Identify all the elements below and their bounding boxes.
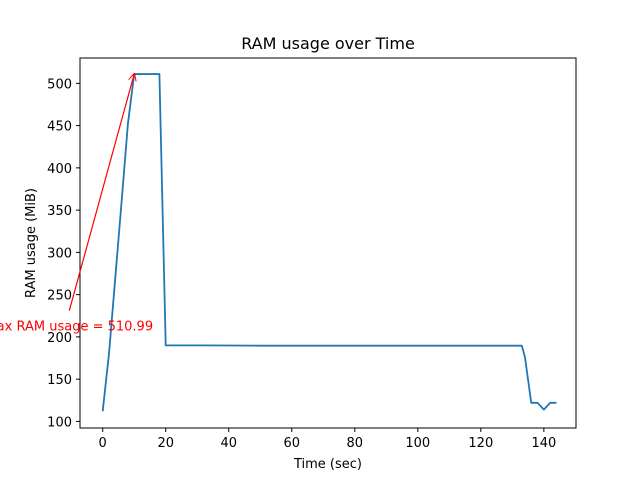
y-tick-label: 450: [47, 120, 72, 135]
x-tick-label: 100: [405, 436, 430, 451]
y-tick-label: 350: [47, 204, 72, 219]
annotations: Max RAM usage = 510.99: [0, 74, 153, 335]
x-tick-label: 80: [347, 436, 364, 451]
x-axis-label: Time (sec): [293, 457, 362, 472]
x-tick-label: 140: [531, 436, 556, 451]
y-tick-label: 150: [47, 373, 72, 388]
x-tick-label: 120: [468, 436, 493, 451]
y-tick-label: 100: [47, 415, 72, 430]
plot-frame: [79, 57, 577, 429]
x-tick-label: 0: [99, 436, 107, 451]
y-tick-label: 500: [47, 77, 72, 92]
x-tick-label: 60: [283, 436, 300, 451]
annotation-text: Max RAM usage = 510.99: [0, 320, 153, 335]
x-tick-label: 20: [157, 436, 174, 451]
y-tick-label: 250: [47, 289, 72, 304]
y-axis-label: RAM usage (MiB): [24, 188, 39, 298]
x-tick-label: 40: [220, 436, 237, 451]
y-tick-label: 300: [47, 246, 72, 261]
y-tick-label: 400: [47, 162, 72, 177]
plot-area: [101, 73, 557, 412]
chart-title: RAM usage over Time: [241, 34, 415, 53]
series-line: [101, 73, 557, 412]
axes: 0 20 40 60 80 100 120 140 100 150 200 250 300 350 400 4…: [47, 77, 556, 451]
annotation-arrow: [68, 74, 134, 311]
y-tick-label: 200: [47, 331, 72, 346]
